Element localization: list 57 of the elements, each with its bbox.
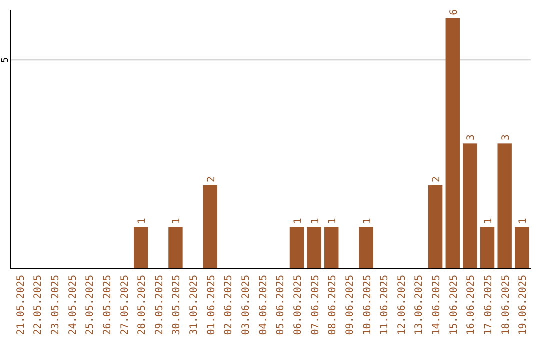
bar [324, 227, 339, 269]
x-tick-label: 09.06.2025 [344, 275, 356, 336]
x-tick-label: 10.06.2025 [362, 275, 374, 336]
x-tick-label: 16.06.2025 [466, 275, 478, 336]
data-label: 1 [172, 218, 183, 224]
x-tick-label: 26.05.2025 [102, 275, 114, 336]
x-tick-label: 12.06.2025 [396, 275, 408, 336]
data-label: 1 [292, 218, 304, 224]
x-tick-label: 03.06.2025 [241, 275, 252, 336]
data-label: 3 [500, 134, 512, 141]
bar [446, 18, 460, 269]
data-label: 2 [206, 176, 218, 182]
bar [203, 185, 218, 269]
x-tick-label: 14.06.2025 [432, 275, 443, 336]
data-label: 1 [518, 218, 530, 224]
bar [428, 185, 443, 269]
x-tick-label: 25.05.2025 [85, 275, 96, 336]
bar [359, 227, 374, 269]
x-tick-label: 18.06.2025 [500, 275, 512, 336]
x-tick-label: 24.05.2025 [68, 275, 79, 336]
x-tick-label: 29.05.2025 [154, 275, 166, 336]
x-tick-label: 21.05.2025 [16, 275, 27, 336]
x-tick-label: 22.05.2025 [33, 275, 44, 336]
data-label: 2 [432, 176, 443, 182]
x-tick-label: 15.06.2025 [448, 275, 460, 336]
bar [290, 227, 304, 269]
x-tick-label: 11.06.2025 [380, 275, 391, 336]
x-tick-label: 05.06.2025 [276, 275, 287, 336]
bar [498, 144, 512, 269]
data-label: 3 [466, 134, 478, 141]
data-label: 1 [310, 218, 322, 224]
bar [134, 227, 148, 269]
x-tick-label: 17.06.2025 [484, 275, 495, 336]
bar [480, 227, 495, 269]
bar [463, 144, 478, 269]
bar [168, 227, 183, 269]
data-label: 1 [137, 218, 148, 224]
x-tick-label: 06.06.2025 [292, 275, 304, 336]
x-tick-label: 01.06.2025 [206, 275, 218, 336]
data-label: 1 [328, 218, 339, 224]
x-tick-label: 13.06.2025 [414, 275, 426, 336]
x-tick-label: 02.06.2025 [224, 275, 235, 336]
x-tick-label: 04.06.2025 [258, 275, 270, 336]
x-tick-label: 08.06.2025 [328, 275, 339, 336]
x-tick-label: 27.05.2025 [120, 275, 131, 336]
x-tick-label: 28.05.2025 [137, 275, 148, 336]
bar [515, 227, 530, 269]
x-tick-label: 31.05.2025 [189, 275, 200, 336]
x-tick-label: 19.06.2025 [518, 275, 530, 336]
y-tick-label: 5 [1, 57, 11, 63]
data-label: 1 [484, 218, 495, 224]
data-label: 6 [448, 9, 460, 16]
bar [307, 227, 322, 269]
x-tick-label: 23.05.2025 [50, 275, 62, 336]
x-tick-label: 30.05.2025 [172, 275, 183, 336]
x-tick-label: 07.06.2025 [310, 275, 322, 336]
data-label: 1 [362, 218, 374, 224]
